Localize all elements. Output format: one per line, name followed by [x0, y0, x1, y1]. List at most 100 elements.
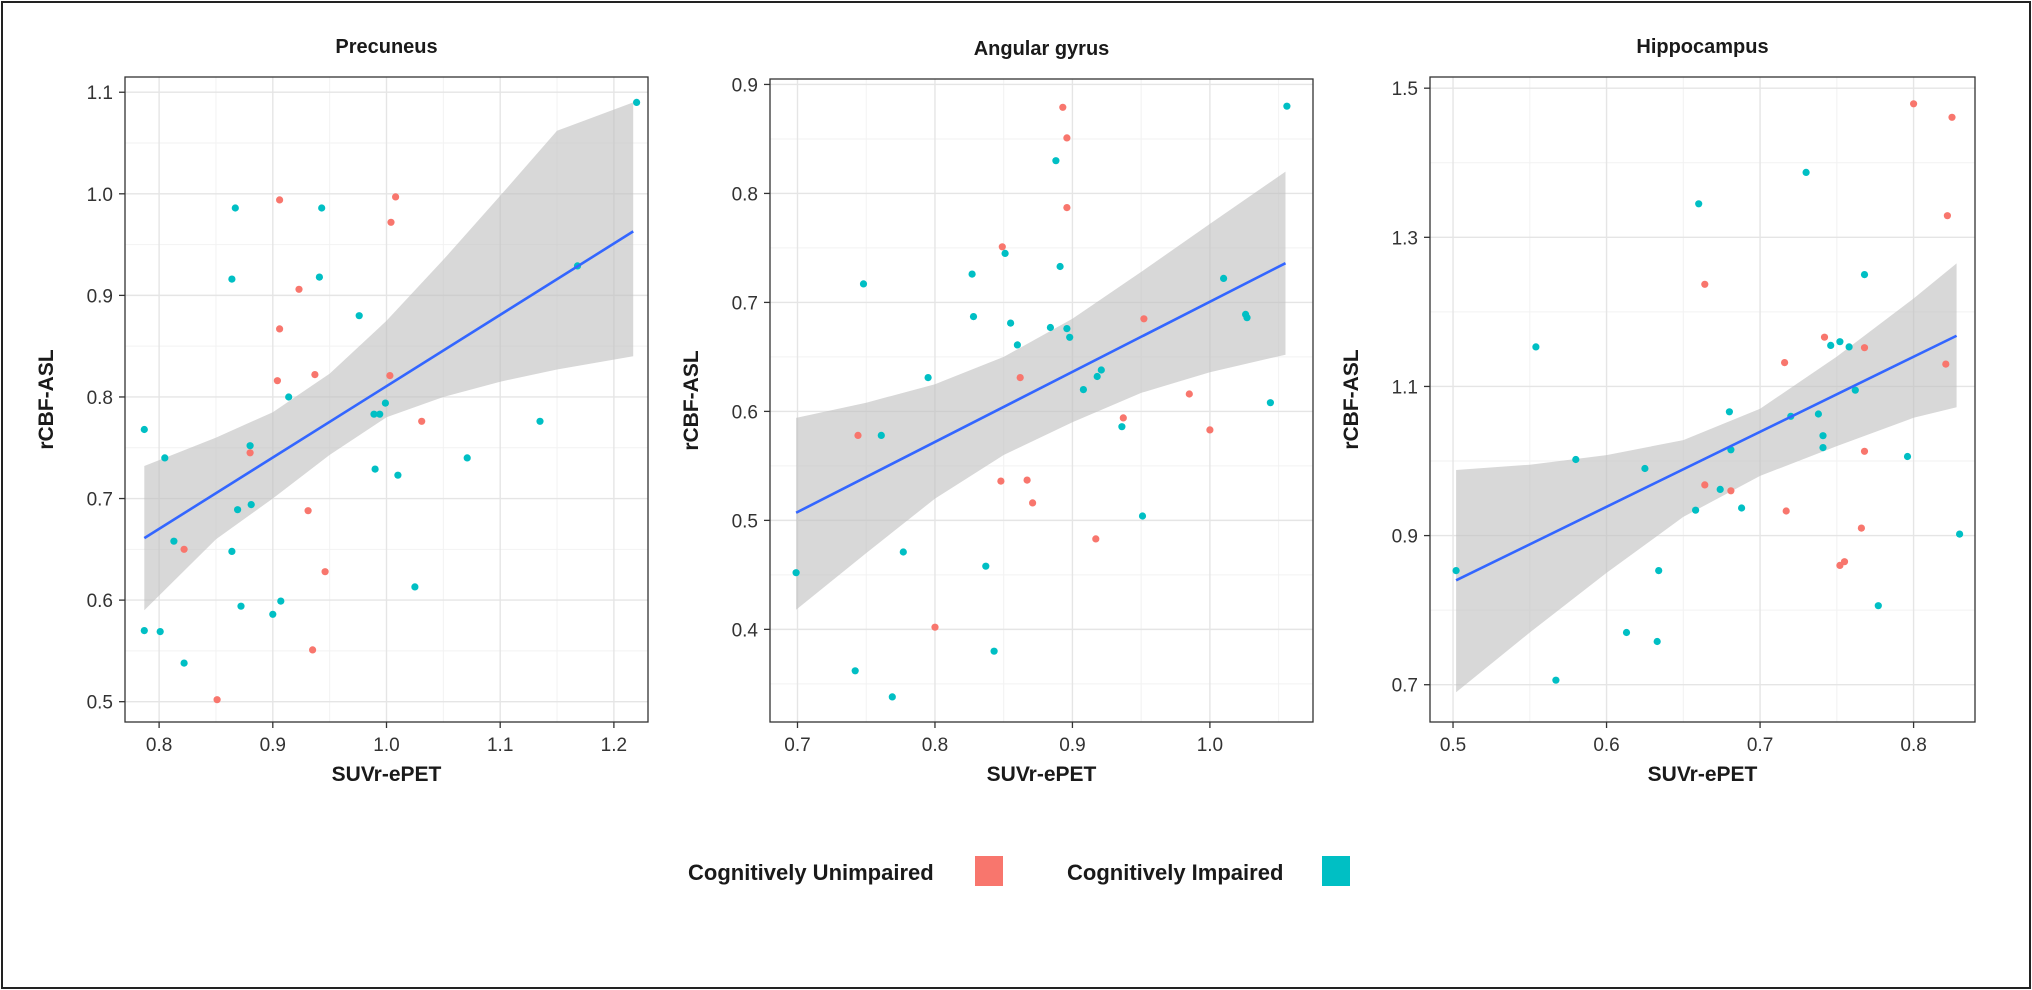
legend-label-impaired: Cognitively Impaired: [1067, 860, 1283, 885]
data-point-impaired: [1738, 504, 1746, 512]
data-point-unimpaired: [1092, 535, 1100, 543]
data-point-impaired: [1819, 432, 1827, 440]
data-point-impaired: [180, 659, 188, 667]
data-point-impaired: [228, 547, 236, 556]
data-point-impaired: [269, 610, 277, 618]
data-point-unimpaired: [276, 196, 284, 204]
legend-label-unimpaired: Cognitively Unimpaired: [688, 860, 934, 885]
data-point-unimpaired: [1701, 481, 1709, 489]
plot-border: [1429, 76, 1976, 723]
y-tick-label: 0.6: [732, 402, 758, 423]
data-point-impaired: [231, 204, 239, 212]
data-point-impaired: [1814, 410, 1822, 418]
data-point-unimpaired: [1820, 333, 1829, 341]
panel-hippocampus: 0.5 0.6 0.7 0.8 0.7 0.9 1.1 1.3 1.5 Hippocampus SU…: [1340, 36, 1976, 786]
data-point-impaired: [355, 312, 363, 320]
data-point-impaired: [1653, 637, 1661, 646]
data-point-unimpaired: [1860, 447, 1869, 455]
y-tick-label: 1.1: [87, 83, 113, 104]
y-tick-label: 0.7: [87, 490, 113, 511]
data-point-impaired: [156, 628, 164, 636]
x-tick-label: 0.8: [146, 735, 172, 756]
panel-angular-gyrus: 0.7 0.8 0.9 1.0 0.4 0.5 0.6 0.7 0.8 0.9 Angular gy…: [680, 38, 1314, 786]
y-axis-label-hippocampus: rCBF-ASL: [1340, 349, 1363, 449]
y-tick-label: 0.9: [87, 286, 113, 307]
data-point-impaired: [1725, 408, 1733, 416]
data-point-impaired: [315, 273, 323, 281]
x-tick-label: 1.1: [487, 735, 513, 756]
data-point-impaired: [990, 647, 998, 655]
data-point-unimpaired: [295, 285, 303, 293]
data-point-impaired: [1118, 423, 1126, 431]
x-tick-label: 1.0: [1197, 735, 1223, 756]
data-point-impaired: [277, 597, 285, 605]
data-point-impaired: [1956, 530, 1964, 538]
y-tick-label: 0.9: [1392, 527, 1418, 548]
data-point-unimpaired: [931, 623, 939, 631]
data-point-impaired: [1013, 341, 1022, 349]
y-tick-label: 0.5: [87, 693, 113, 714]
data-point-unimpaired: [1063, 204, 1071, 212]
data-point-impaired: [1283, 102, 1291, 110]
y-tick-label: 1.1: [1392, 377, 1418, 398]
data-point-impaired: [1097, 366, 1105, 374]
data-point-impaired: [170, 537, 178, 545]
data-point-impaired: [1692, 506, 1700, 514]
data-point-impaired: [851, 667, 859, 675]
legend: Cognitively Unimpaired Cognitively Impai…: [688, 856, 1350, 886]
data-point-impaired: [1827, 341, 1835, 349]
data-point-unimpaired: [1701, 280, 1709, 288]
data-point-impaired: [1079, 386, 1087, 394]
data-point-impaired: [1093, 372, 1101, 381]
data-point-impaired: [968, 270, 976, 278]
data-point-impaired: [228, 275, 236, 283]
y-tick-label: 0.7: [732, 293, 758, 314]
data-point-impaired: [1622, 628, 1631, 637]
data-point-unimpaired: [1029, 499, 1037, 507]
data-point-impaired: [1220, 274, 1228, 282]
y-axis-label-angular-gyrus: rCBF-ASL: [680, 350, 703, 450]
x-axis-label-precuneus: SUVr-ePET: [332, 763, 442, 786]
data-point-impaired: [1819, 444, 1827, 452]
data-point-impaired: [1552, 676, 1560, 684]
data-point-impaired: [161, 454, 169, 462]
data-point-impaired: [285, 393, 293, 401]
data-point-unimpaired: [1836, 561, 1844, 570]
data-point-impaired: [1860, 271, 1869, 279]
data-point-impaired: [536, 417, 544, 425]
data-point-impaired: [899, 548, 907, 556]
data-point-unimpaired: [273, 377, 281, 385]
x-axis-label-angular-gyrus: SUVr-ePET: [987, 763, 1097, 786]
data-point-unimpaired: [1140, 315, 1148, 323]
data-point-impaired: [1052, 157, 1060, 165]
data-point-impaired: [1066, 333, 1074, 341]
confidence-band: [1456, 263, 1957, 693]
data-point-unimpaired: [386, 372, 394, 380]
data-point-impaired: [140, 627, 148, 635]
y-tick-label: 0.9: [732, 75, 758, 96]
data-point-unimpaired: [1948, 113, 1956, 121]
data-point-impaired: [1138, 512, 1147, 520]
y-tick-label: 0.8: [87, 388, 113, 409]
data-point-unimpaired: [854, 431, 862, 439]
data-point-impaired: [1056, 262, 1064, 271]
data-point-impaired: [1046, 323, 1054, 332]
data-point-impaired: [1001, 249, 1009, 257]
data-point-impaired: [792, 569, 800, 577]
data-point-unimpaired: [1727, 487, 1735, 495]
data-point-impaired: [1007, 319, 1015, 327]
data-point-impaired: [1655, 567, 1663, 575]
y-tick-label: 1.0: [87, 185, 113, 206]
y-tick-label: 0.8: [732, 184, 758, 205]
data-point-unimpaired: [1857, 524, 1865, 532]
data-point-impaired: [1532, 343, 1540, 351]
data-point-unimpaired: [998, 243, 1006, 251]
data-point-unimpaired: [180, 545, 188, 553]
data-point-impaired: [888, 693, 896, 701]
data-point-unimpaired: [1206, 426, 1214, 434]
data-point-unimpaired: [1782, 507, 1790, 515]
panel-title-precuneus: Precuneus: [335, 36, 437, 58]
regression-line: [143, 230, 634, 540]
data-point-impaired: [1874, 602, 1882, 610]
